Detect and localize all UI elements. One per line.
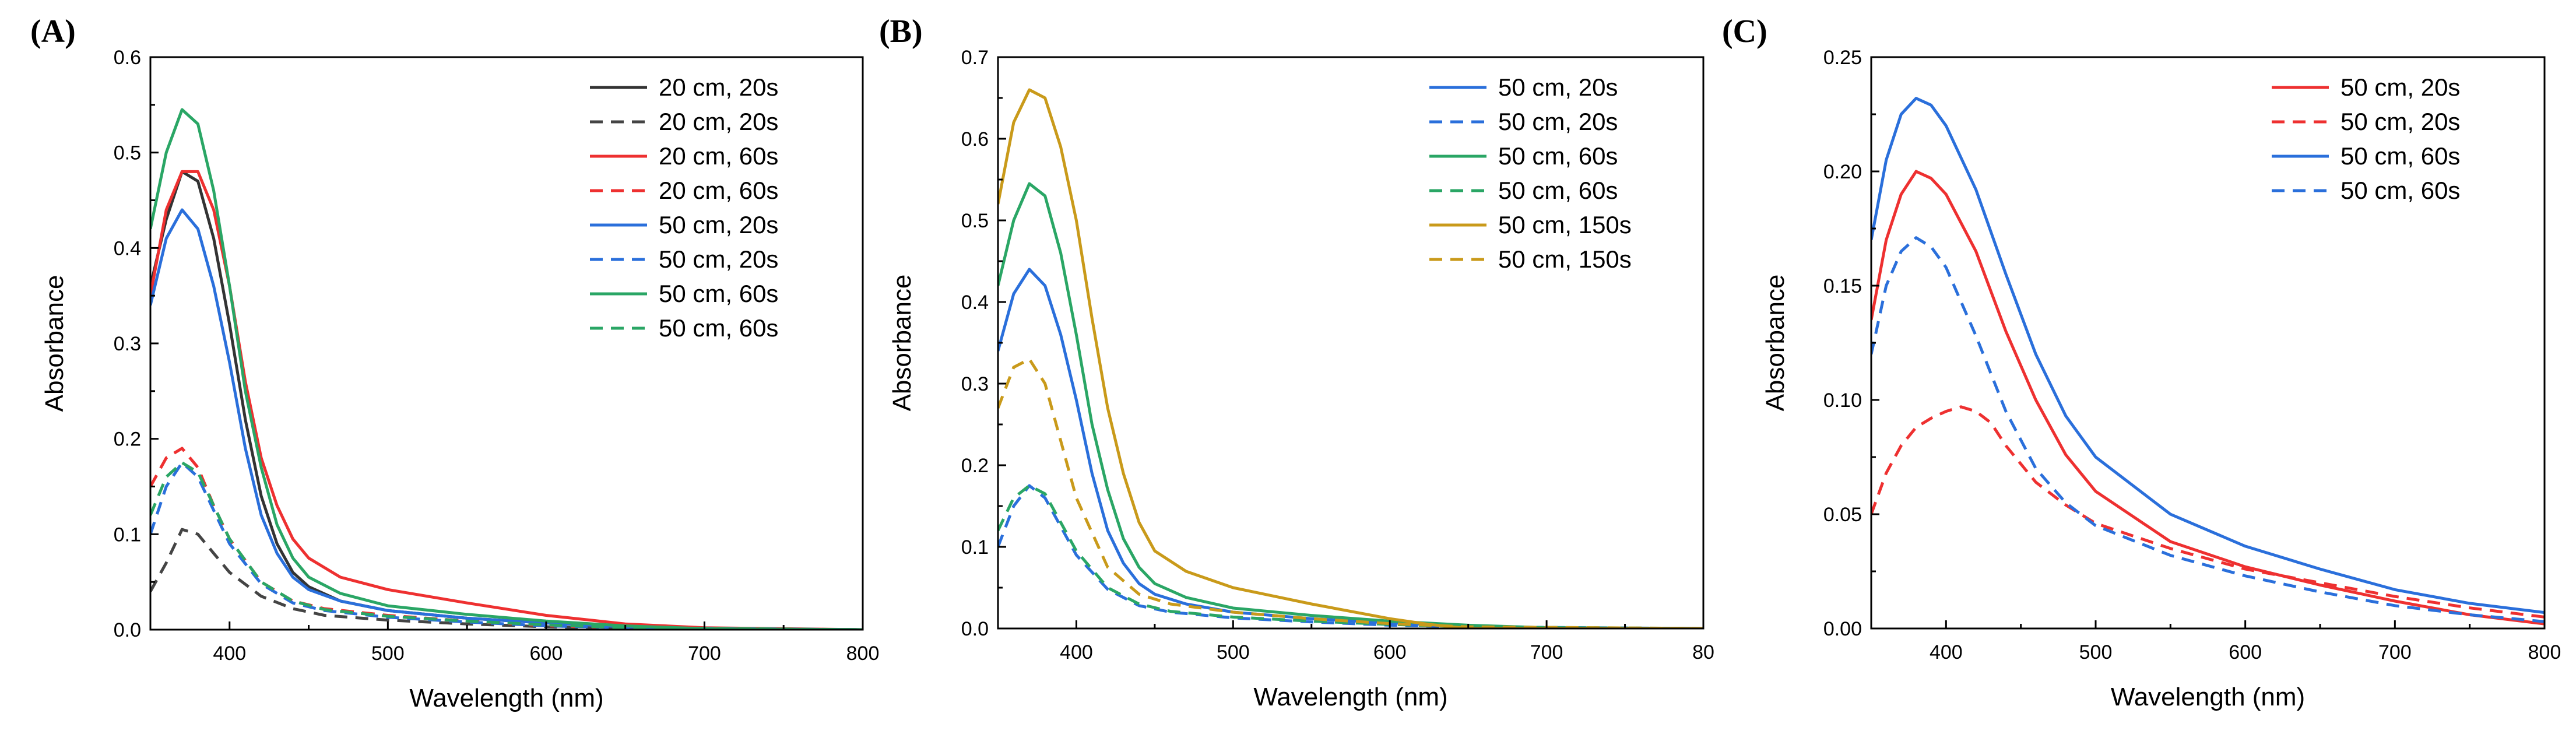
series-line-3 xyxy=(150,170,863,630)
y-tick-label: 0.2 xyxy=(961,455,989,477)
chart-panel-1: (A) 400 500 600 700 800 0.0 0.1 0.2 0.3 0.4 0.5 0.6 W… xyxy=(30,13,879,712)
y-tick-label: 0.7 xyxy=(961,47,989,69)
legend-label: 50 cm, 60s xyxy=(659,314,778,342)
x-tick-label: 700 xyxy=(2378,641,2412,663)
x-tick-label: 800 xyxy=(846,642,880,665)
legend-label: 50 cm, 20s xyxy=(1498,73,1618,101)
legend-label: 20 cm, 60s xyxy=(659,177,778,204)
legend-label: 50 cm, 20s xyxy=(659,245,778,273)
series-group xyxy=(998,88,1703,628)
series-line-1 xyxy=(150,170,863,630)
y-tick-label: 0.1 xyxy=(114,524,141,546)
legend-label: 50 cm, 20s xyxy=(2340,73,2460,101)
legend-label: 20 cm, 20s xyxy=(659,73,778,101)
legend-label: 50 cm, 60s xyxy=(659,280,778,307)
x-tick-label: 400 xyxy=(213,642,246,665)
y-axis-title: Absorbance xyxy=(40,275,69,412)
x-tick-label: 500 xyxy=(2079,641,2113,663)
legend-label: 20 cm, 60s xyxy=(659,142,778,170)
y-tick-label: 0.00 xyxy=(1823,618,1862,640)
y-tick-label: 0.20 xyxy=(1823,161,1862,183)
series-line-5 xyxy=(150,208,863,630)
legend-label: 50 cm, 60s xyxy=(2340,177,2460,204)
x-tick-label: 600 xyxy=(530,642,563,665)
legend: 20 cm, 20s 20 cm, 20s 20 cm, 60s 20 cm, 60s… xyxy=(590,73,778,342)
series-line-2 xyxy=(1871,405,2545,619)
series-line-4 xyxy=(1871,236,2545,623)
y-tick-label: 0.25 xyxy=(1823,47,1862,69)
series-line-1 xyxy=(998,268,1703,628)
x-axis-title: Wavelength (nm) xyxy=(2111,683,2305,711)
legend-label: 50 cm, 150s xyxy=(1498,211,1632,238)
panel-label: (B) xyxy=(879,13,923,50)
y-tick-label: 0.4 xyxy=(961,292,989,314)
series-line-6 xyxy=(150,461,863,630)
chart-panel-2: (B) 400 500 600 700 80 0.0 0.1 0.2 0.3 0.4 0.5 0.6 0.… xyxy=(879,13,1714,711)
series-line-3 xyxy=(1871,97,2545,614)
series-group xyxy=(150,108,863,630)
y-axis-title: Absorbance xyxy=(1761,275,1790,412)
x-tick-label: 800 xyxy=(2528,641,2561,663)
y-tick-label: 0.5 xyxy=(114,142,141,164)
y-tick-label: 0.15 xyxy=(1823,275,1862,297)
panel-label: (C) xyxy=(1722,13,1767,50)
legend-label: 50 cm, 60s xyxy=(1498,177,1618,204)
legend: 50 cm, 20s 50 cm, 20s 50 cm, 60s 50 cm, 60s… xyxy=(1429,73,1632,273)
series-line-5 xyxy=(998,88,1703,628)
legend-label: 50 cm, 60s xyxy=(2340,142,2460,170)
legend-label: 50 cm, 60s xyxy=(1498,142,1618,170)
series-line-6 xyxy=(998,357,1703,628)
legend-label: 20 cm, 20s xyxy=(659,108,778,135)
y-tick-label: 0.6 xyxy=(961,128,989,150)
series-line-8 xyxy=(150,461,863,630)
y-tick-label: 0.2 xyxy=(114,429,141,451)
series-line-7 xyxy=(150,108,863,630)
x-tick-label: 600 xyxy=(1373,641,1407,663)
x-tick-label: 80 xyxy=(1692,641,1714,663)
y-tick-label: 0.5 xyxy=(961,210,989,232)
x-tick-label: 500 xyxy=(371,642,405,665)
x-tick-label: 700 xyxy=(1530,641,1563,663)
chart-panel-3: (C) 400 500 600 700 800 0.00 0.05 0.10 0.15 0.20 0.… xyxy=(1722,13,2561,711)
x-tick-label: 500 xyxy=(1217,641,1250,663)
y-tick-label: 0.6 xyxy=(114,47,141,69)
legend-label: 50 cm, 150s xyxy=(1498,245,1632,273)
legend-label: 50 cm, 20s xyxy=(2340,108,2460,135)
y-tick-label: 0.10 xyxy=(1823,389,1862,412)
legend-label: 50 cm, 20s xyxy=(1498,108,1618,135)
legend: 50 cm, 20s 50 cm, 20s 50 cm, 60s 50 cm, 60s xyxy=(2272,73,2460,204)
y-tick-label: 0.05 xyxy=(1823,504,1862,526)
y-axis-title: Absorbance xyxy=(888,275,916,412)
x-tick-label: 400 xyxy=(1930,641,1963,663)
y-tick-label: 0.3 xyxy=(961,373,989,395)
y-tick-label: 0.4 xyxy=(114,237,141,259)
y-tick-label: 0.1 xyxy=(961,536,989,559)
panel-label: (A) xyxy=(30,13,76,50)
series-line-2 xyxy=(998,484,1703,628)
y-tick-label: 0.0 xyxy=(114,619,141,641)
x-tick-label: 700 xyxy=(688,642,721,665)
series-line-1 xyxy=(1871,170,2545,626)
x-tick-label: 600 xyxy=(2229,641,2262,663)
x-axis-title: Wavelength (nm) xyxy=(409,684,603,712)
x-axis-title: Wavelength (nm) xyxy=(1253,683,1447,711)
series-group xyxy=(1871,97,2545,626)
legend-label: 50 cm, 20s xyxy=(659,211,778,238)
y-tick-label: 0.0 xyxy=(961,618,989,640)
x-tick-label: 400 xyxy=(1060,641,1093,663)
y-tick-label: 0.3 xyxy=(114,333,141,355)
